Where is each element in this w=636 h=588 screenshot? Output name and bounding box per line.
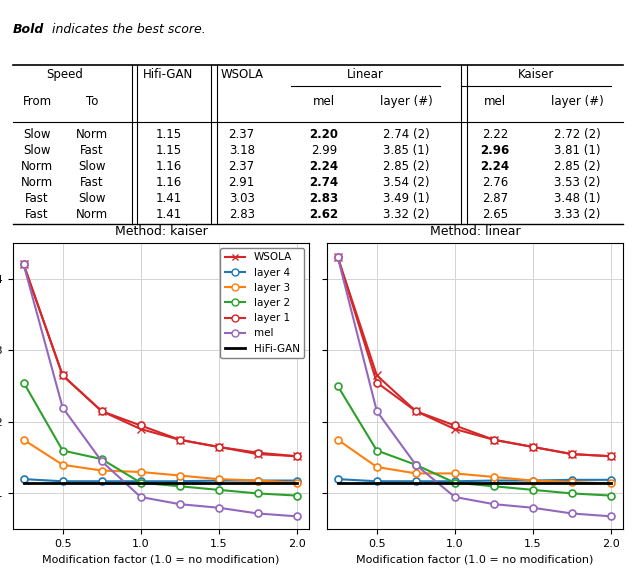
X-axis label: Modification factor (1.0 = no modification): Modification factor (1.0 = no modificati…	[42, 554, 280, 564]
Text: Fast: Fast	[80, 176, 104, 189]
Text: 1.41: 1.41	[155, 192, 181, 205]
Text: Kaiser: Kaiser	[518, 68, 555, 81]
Text: 3.03: 3.03	[229, 192, 254, 205]
Text: 3.54 (2): 3.54 (2)	[384, 176, 430, 189]
Text: layer (#): layer (#)	[551, 95, 604, 108]
Text: Slow: Slow	[78, 160, 106, 173]
Text: 2.62: 2.62	[310, 208, 338, 221]
Text: Norm: Norm	[21, 176, 53, 189]
Text: 2.74: 2.74	[310, 176, 338, 189]
Text: 2.99: 2.99	[311, 144, 337, 157]
Text: Fast: Fast	[80, 144, 104, 157]
X-axis label: Modification factor (1.0 = no modification): Modification factor (1.0 = no modificati…	[356, 554, 594, 564]
Text: 2.37: 2.37	[228, 160, 255, 173]
Text: 1.16: 1.16	[155, 176, 181, 189]
Title: Method: kaiser: Method: kaiser	[114, 225, 207, 238]
Text: 2.22: 2.22	[482, 128, 508, 141]
Text: mel: mel	[484, 95, 506, 108]
Text: 2.76: 2.76	[482, 176, 508, 189]
Text: 1.15: 1.15	[155, 144, 181, 157]
Text: 2.65: 2.65	[482, 208, 508, 221]
Text: Slow: Slow	[78, 192, 106, 205]
Text: 3.48 (1): 3.48 (1)	[554, 192, 601, 205]
Text: 2.24: 2.24	[310, 160, 338, 173]
Text: 3.49 (1): 3.49 (1)	[384, 192, 430, 205]
Text: 3.81 (1): 3.81 (1)	[554, 144, 601, 157]
Text: 2.74 (2): 2.74 (2)	[383, 128, 430, 141]
Text: 3.53 (2): 3.53 (2)	[555, 176, 600, 189]
Text: 2.37: 2.37	[228, 128, 255, 141]
Text: 1.41: 1.41	[155, 208, 181, 221]
Text: 2.87: 2.87	[482, 192, 508, 205]
Text: 3.32 (2): 3.32 (2)	[384, 208, 430, 221]
Text: 3.85 (1): 3.85 (1)	[384, 144, 430, 157]
Text: 2.91: 2.91	[228, 176, 255, 189]
Text: WSOLA: WSOLA	[220, 68, 263, 81]
Text: Norm: Norm	[76, 208, 108, 221]
Text: 2.72 (2): 2.72 (2)	[554, 128, 601, 141]
Text: 2.83: 2.83	[310, 192, 338, 205]
Text: layer (#): layer (#)	[380, 95, 433, 108]
Text: Hifi-GAN: Hifi-GAN	[143, 68, 193, 81]
Text: Norm: Norm	[21, 160, 53, 173]
Text: Linear: Linear	[347, 68, 384, 81]
Text: Bold: Bold	[13, 24, 44, 36]
Text: 2.20: 2.20	[310, 128, 338, 141]
Text: From: From	[23, 95, 52, 108]
Text: Norm: Norm	[76, 128, 108, 141]
Text: To: To	[86, 95, 99, 108]
Text: 1.16: 1.16	[155, 160, 181, 173]
Text: 3.33 (2): 3.33 (2)	[555, 208, 600, 221]
Text: 2.96: 2.96	[480, 144, 509, 157]
Text: Slow: Slow	[24, 144, 51, 157]
Text: 2.85 (2): 2.85 (2)	[384, 160, 430, 173]
Text: mel: mel	[313, 95, 335, 108]
Title: Method: linear: Method: linear	[430, 225, 520, 238]
Text: 2.85 (2): 2.85 (2)	[554, 160, 601, 173]
Text: 3.18: 3.18	[229, 144, 254, 157]
Text: 2.83: 2.83	[229, 208, 254, 221]
Text: indicates the best score.: indicates the best score.	[48, 24, 205, 36]
Text: Fast: Fast	[25, 208, 49, 221]
Text: 1.15: 1.15	[155, 128, 181, 141]
Text: 2.24: 2.24	[481, 160, 509, 173]
Text: Speed: Speed	[46, 68, 83, 81]
Legend: WSOLA, layer 4, layer 3, layer 2, layer 1, mel, HiFi-GAN: WSOLA, layer 4, layer 3, layer 2, layer …	[221, 248, 304, 358]
Text: Fast: Fast	[25, 192, 49, 205]
Text: Slow: Slow	[24, 128, 51, 141]
